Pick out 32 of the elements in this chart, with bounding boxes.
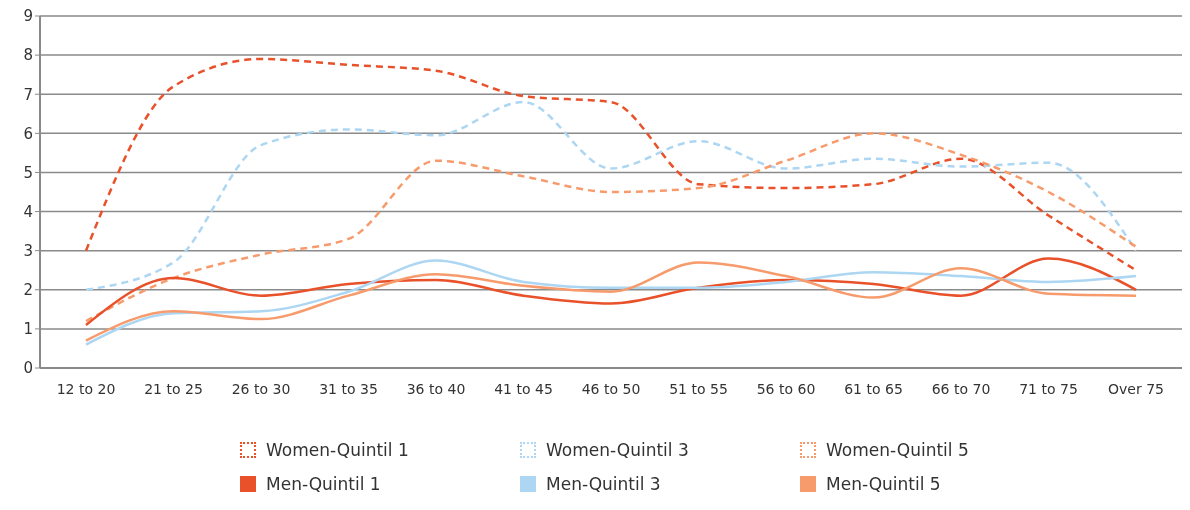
x-tick-label: 66 to 70 [931, 380, 991, 397]
y-tick-label: 1 [23, 320, 33, 339]
x-tick-label: 51 to 55 [669, 380, 728, 397]
y-tick-label: 7 [23, 85, 33, 104]
x-tick-label: 26 to 30 [231, 380, 291, 397]
legend-label: Women-Quintil 1 [266, 440, 409, 460]
y-tick-label: 9 [23, 7, 33, 26]
line-series [84, 257, 1138, 327]
legend-label: Women-Quintil 3 [546, 440, 689, 460]
x-tick-label: 61 to 65 [844, 380, 903, 397]
legend-label: Men-Quintil 3 [546, 474, 661, 494]
y-tick-label: 3 [23, 241, 33, 260]
x-tick-label: 12 to 20 [56, 380, 116, 397]
legend-label: Men-Quintil 1 [266, 474, 381, 494]
y-tick-label: 8 [23, 46, 33, 65]
x-tick-label: 56 to 60 [756, 380, 816, 397]
y-tick-label: 0 [23, 359, 33, 378]
x-tick-label: 21 to 25 [144, 380, 203, 397]
legend-label: Men-Quintil 5 [826, 474, 941, 494]
x-tick-label: Over 75 [1108, 380, 1164, 397]
x-tick-label: 31 to 35 [319, 380, 378, 397]
line-series [84, 132, 1138, 323]
x-tick-label: 36 to 40 [406, 380, 466, 397]
y-tick-label: 4 [23, 202, 33, 221]
y-tick-label: 5 [23, 163, 33, 182]
x-tick-label: 71 to 75 [1019, 380, 1078, 397]
y-tick-label: 6 [23, 124, 33, 143]
x-tick-label: 41 to 45 [494, 380, 553, 397]
line-series [84, 100, 1138, 292]
y-tick-label: 2 [23, 281, 33, 300]
legend-label: Women-Quintil 5 [826, 440, 969, 460]
x-tick-label: 46 to 50 [581, 380, 641, 397]
